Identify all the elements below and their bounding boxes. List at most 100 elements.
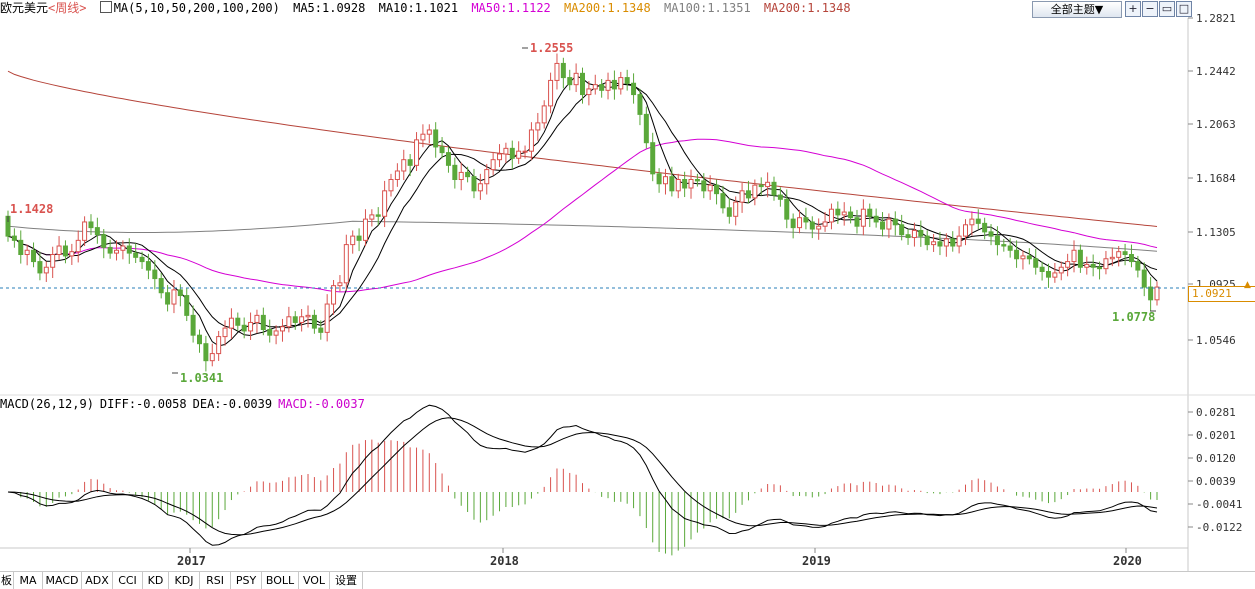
tab-ma[interactable]: MA [14, 572, 43, 589]
candle-body [305, 314, 311, 318]
tab-rsi[interactable]: RSI [200, 572, 231, 589]
candle-body [816, 225, 822, 230]
candle-body [343, 244, 349, 284]
window-icon[interactable]: ▭ [1159, 1, 1175, 17]
candle-body [1045, 270, 1051, 278]
candle-body [643, 113, 649, 144]
x-axis-label: 2020 [1113, 554, 1142, 568]
price-arrow-icon: ▲ [1244, 280, 1251, 290]
ma-definition[interactable]: MA(5,10,50,200,100,200) [113, 1, 280, 15]
candle-body [892, 218, 898, 226]
candle-body [190, 314, 196, 336]
candle-body [880, 221, 886, 230]
candle-body [458, 171, 464, 180]
ma200-line [7, 70, 1158, 227]
tab-psy[interactable]: PSY [231, 572, 262, 589]
symbol-name[interactable]: 欧元美元 [0, 1, 49, 15]
candle-body [605, 79, 611, 91]
plus-box-icon[interactable]: + [1125, 1, 1141, 17]
candle-body [490, 159, 496, 171]
candle-body [24, 249, 30, 256]
annotation-low-2017: 1.0341 [180, 371, 223, 385]
candle-body [528, 129, 534, 152]
candle-body [101, 234, 107, 248]
tab-vol[interactable]: VOL [299, 572, 330, 589]
candle-body [618, 77, 624, 90]
candle-body [260, 314, 266, 331]
macd-diff: DIFF:-0.0058 [99, 397, 187, 411]
candle-body [37, 261, 43, 274]
candle-body [784, 198, 790, 220]
candle-body [1033, 258, 1039, 268]
maximize-icon[interactable]: □ [1176, 1, 1192, 17]
candle-body [331, 285, 337, 305]
candle-body [145, 261, 151, 271]
ma200a-value: MA200:1.1348 [564, 1, 651, 15]
x-axis-label: 2019 [802, 554, 831, 568]
candle-body [382, 190, 388, 217]
theme-dropdown-button[interactable]: 全部主题▼ [1032, 1, 1122, 18]
candle-body [567, 77, 573, 86]
tab-adx[interactable]: ADX [82, 572, 113, 589]
indicator-settings-icon[interactable] [99, 1, 112, 13]
candle-body [975, 218, 981, 224]
tab-boll[interactable]: BOLL [262, 572, 299, 589]
candle-body [854, 217, 860, 227]
candle-body [624, 77, 630, 84]
macd-title[interactable]: MACD(26,12,9) [0, 397, 94, 411]
candle-body [426, 129, 432, 135]
candle-body [969, 218, 975, 226]
candle-body [822, 221, 828, 227]
candle-body [197, 334, 202, 345]
candle-body [1090, 263, 1096, 268]
candle-body [548, 79, 554, 107]
candle-body [963, 224, 968, 237]
current-price-box: 1.0921 [1188, 286, 1255, 302]
tab-cci[interactable]: CCI [113, 572, 143, 589]
ma100-value: MA100:1.1351 [663, 1, 751, 15]
period-label[interactable]: <周线> [48, 1, 87, 15]
x-axis-label: 2018 [490, 554, 519, 568]
candle-body [765, 181, 771, 188]
candle-body [1014, 249, 1020, 260]
candle-body [1135, 261, 1141, 271]
candle-body [43, 266, 49, 274]
tab-macd[interactable]: MACD [43, 572, 82, 589]
candle-body [803, 217, 809, 223]
candle-body [356, 235, 362, 241]
ma50-value: MA50:1.1122 [471, 1, 551, 15]
candle-body [165, 292, 171, 305]
candle-body [69, 251, 75, 257]
candle-body [184, 295, 190, 316]
macd-value: MACD:-0.0037 [278, 397, 365, 411]
tab-settings[interactable]: 设置 [330, 572, 363, 589]
diff-line [7, 404, 1158, 546]
price-chart[interactable]: 1.28211.24421.20631.16841.13051.09251.05… [0, 0, 1255, 571]
candle-body [126, 245, 132, 254]
indicator-tabs: 板 MA MACD ADX CCI KD KDJ RSI PSY BOLL VOL 设置 [0, 571, 1255, 589]
candle-body [394, 170, 400, 180]
tab-kdj[interactable]: KDJ [169, 572, 200, 589]
candle-body [299, 316, 305, 323]
annotation-low-2020: 1.0778 [1112, 310, 1155, 324]
candle-body [248, 321, 254, 332]
candle-body [586, 88, 592, 96]
macd-axis-label: 0.0201 [1196, 429, 1236, 442]
candle-body [497, 153, 503, 161]
candle-body [1020, 255, 1026, 260]
candle-body [1071, 249, 1077, 263]
candle-body [1065, 261, 1071, 268]
candle-body [1116, 251, 1122, 258]
price-axis-label: 1.0546 [1196, 334, 1236, 347]
candle-body [669, 176, 675, 192]
tab-ban[interactable]: 板 [1, 572, 14, 589]
candle-body [631, 82, 637, 96]
candle-body [133, 252, 139, 258]
minus-box-icon[interactable]: − [1142, 1, 1158, 17]
tab-kd[interactable]: KD [143, 572, 169, 589]
candle-body [420, 133, 426, 141]
candle-body [841, 211, 847, 216]
candle-body [292, 316, 298, 323]
candle-body [286, 316, 292, 328]
candle-body [267, 329, 273, 336]
